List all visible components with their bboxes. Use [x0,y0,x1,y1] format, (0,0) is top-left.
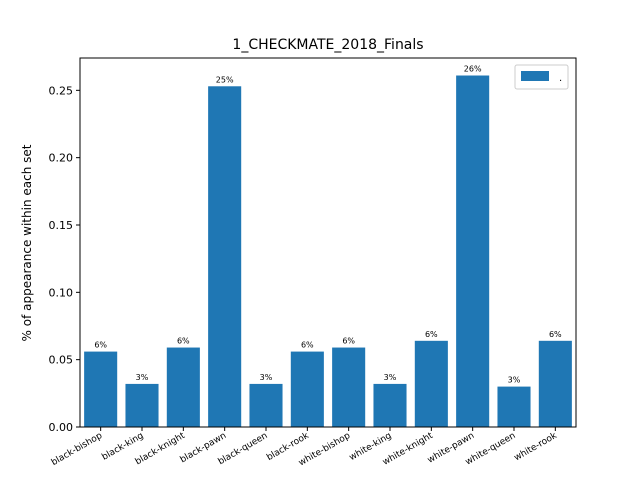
bar-white-rook [538,340,572,427]
bar-black-knight [166,347,200,427]
bar-black-queen [249,383,283,427]
bar-value-label-white-king: 3% [384,373,397,382]
bar-black-bishop [84,351,118,427]
legend: . [514,64,569,90]
x-axis-ticks: black-bishopblack-kingblack-knightblack-… [50,427,560,468]
bar-value-label-white-bishop: 6% [342,337,355,346]
bar-value-label-white-rook: 6% [549,330,562,339]
bar-white-knight [414,340,448,427]
bar-white-pawn [456,75,490,428]
bar-value-label-black-knight: 6% [177,337,190,346]
y-tick-label: 0.10 [49,286,74,299]
y-axis-label: % of appearance within each set [20,144,34,341]
bar-value-label-white-queen: 3% [508,376,521,385]
bar-value-labels: 6% 3% 6% 25% 3% 6% 6% 3% 6% 26% 3% 6% [94,65,562,385]
y-tick-label: 0.05 [49,354,74,367]
y-tick-label: 0.15 [49,219,74,232]
legend-label: . [559,73,562,84]
x-tick-label-black-bishop: black-bishop [50,431,105,468]
bar-value-label-black-bishop: 6% [94,341,107,350]
chart-title: 1_CHECKMATE_2018_Finals [232,37,423,53]
legend-swatch [521,71,549,81]
bar-value-label-white-pawn: 26% [464,65,482,74]
bars-group [84,75,572,428]
plot-area-frame [79,57,577,428]
bar-black-pawn [208,86,242,428]
bar-white-king [373,383,407,427]
bar-value-label-black-king: 3% [136,373,149,382]
y-axis-ticks: 0.00 0.05 0.10 0.15 0.20 0.25 [49,84,80,434]
y-tick-label: 0.25 [49,84,74,97]
x-tick-label-white-rook: white-rook [513,431,560,464]
bar-black-rook [290,351,324,427]
bar-value-label-white-knight: 6% [425,330,438,339]
bar-value-label-black-rook: 6% [301,341,314,350]
y-tick-label: 0.00 [49,421,74,434]
bar-value-label-black-queen: 3% [260,373,273,382]
y-tick-label: 0.20 [49,152,74,165]
bar-white-queen [497,386,531,427]
bar-white-bishop [332,347,366,427]
bar-value-label-black-pawn: 25% [216,75,234,84]
bar-black-king [125,383,159,427]
